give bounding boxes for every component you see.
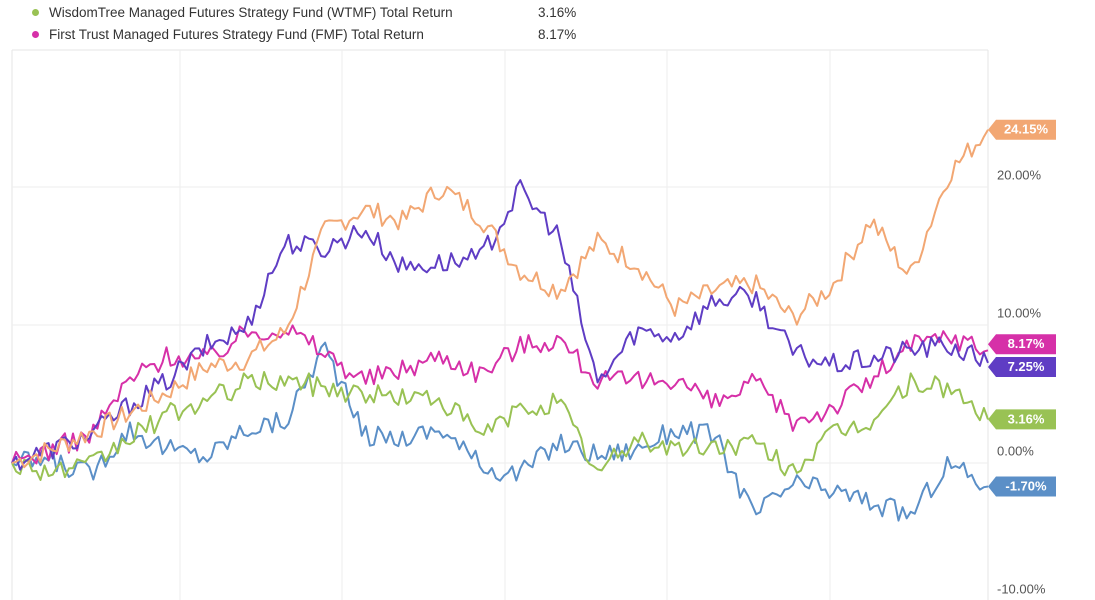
end-label-text-0: 24.15% (1004, 122, 1049, 137)
legend-value-fmf: 8.17% (538, 26, 577, 42)
end-label-tag-4 (988, 476, 1056, 497)
series-line-4 (11, 341, 989, 522)
end-label-text-1: 7.25% (1008, 359, 1045, 374)
series-line-3 (11, 371, 989, 481)
grid (11, 49, 989, 600)
legend-dot-wtmf-icon (32, 8, 39, 16)
y-tick-label-3: -10.00% (997, 581, 1046, 596)
end-label-text-3: 3.16% (1008, 411, 1045, 426)
end-label-tag-2 (988, 334, 1056, 355)
legend-label-wtmf: WisdomTree Managed Futures Strategy Fund… (49, 4, 453, 20)
end-label-tag-3 (988, 409, 1056, 430)
y-tick-label-2: 0.00% (997, 443, 1034, 458)
end-label-4: -1.70% (988, 476, 1056, 497)
series-lines (11, 129, 989, 522)
end-label-3: 3.16% (988, 409, 1056, 430)
y-tick-label-1: 10.00% (997, 305, 1042, 320)
series-line-1 (11, 179, 989, 471)
y-axis-ticks: 20.00% 10.00% 0.00% -10.00% (997, 167, 1046, 596)
end-label-tag-1 (988, 356, 1056, 377)
end-label-0: 24.15% (988, 119, 1056, 140)
legend-dot-fmf-icon (32, 30, 39, 38)
end-labels: 24.15% 7.25% 8.17% 3.16% -1.70% (988, 119, 1056, 497)
end-label-2: 8.17% (988, 334, 1056, 355)
end-label-text-4: -1.70% (1005, 478, 1047, 493)
end-label-tag-0 (988, 119, 1056, 140)
end-label-1: 7.25% (988, 356, 1056, 377)
series-line-2 (11, 324, 989, 465)
series-line-0 (11, 129, 989, 469)
end-label-text-2: 8.17% (1008, 336, 1045, 351)
legend-label-fmf: First Trust Managed Futures Strategy Fun… (49, 26, 424, 42)
legend-value-wtmf: 3.16% (538, 4, 577, 20)
y-tick-label-0: 20.00% (997, 167, 1042, 182)
